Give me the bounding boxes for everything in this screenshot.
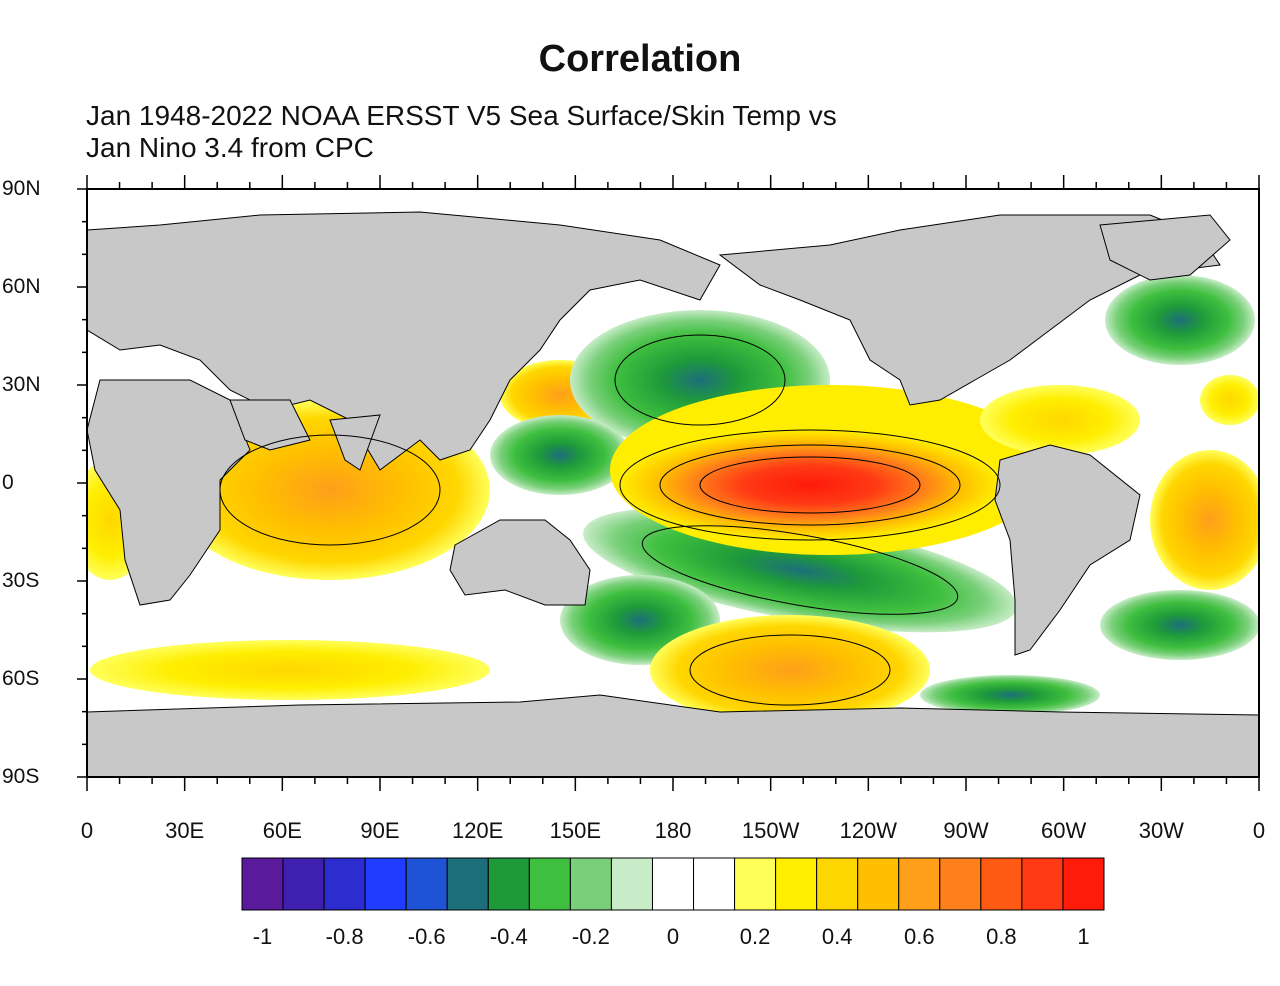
lon-label: 30W [1138,818,1184,843]
lon-label: 90W [943,818,989,843]
nino-core-positive [620,430,1000,540]
south-atlantic-positive [1150,450,1259,590]
colorbar-swatch [487,857,530,911]
colorbar-swatch [857,857,900,911]
colorbar-swatch [816,857,859,911]
colorbar-swatch [651,857,695,911]
colorbar-swatch [569,857,612,911]
colorbar-swatch [241,857,284,911]
colorbar-swatch [528,857,571,911]
colorbar-swatch [939,857,982,911]
colorbar-label: 0 [666,924,680,949]
lat-label: 60S [2,667,40,690]
north-atlantic-negative [1105,275,1255,365]
north-america [718,214,1221,406]
greenland [1099,214,1231,281]
colorbar-label: 0.6 [903,924,935,949]
australia [449,519,591,606]
lat-label: 30N [2,373,41,396]
colorbar-swatch [734,857,777,911]
colorbar-swatch [610,857,653,911]
lat-label: 0 [2,471,14,494]
colorbar-label: 0.4 [821,924,853,949]
lat-label: 60N [2,275,41,298]
lon-label: 180 [654,818,692,843]
colorbar-swatch [405,857,448,911]
arabia [229,399,311,451]
chart-subtitle: Jan 1948-2022 NOAA ERSST V5 Sea Surface/… [86,100,837,164]
southern-ocean-negative [920,675,1100,715]
lat-label: 30S [2,569,40,592]
chart-title: Correlation [538,38,742,80]
lat-label: 90N [2,177,41,200]
south-america [994,444,1141,656]
lon-label: 120E [451,818,504,843]
lon-label: 0 [80,818,94,843]
lon-label: 120W [839,818,898,843]
colorbar-swatch [282,857,325,911]
subtitle-line-2: Jan Nino 3.4 from CPC [86,132,374,163]
colorbar-label: 1 [1077,924,1090,949]
colorbar-swatch [775,857,818,911]
colorbar-swatch [446,857,489,911]
colorbar-swatch [364,857,407,911]
colorbar-swatch [1021,857,1064,911]
india [329,414,381,471]
east-atlantic-positive [1200,375,1259,425]
contour-lines [219,334,1001,706]
land-masses [87,211,1259,777]
colorbar-label: 0.2 [739,924,771,949]
colorbar-swatch [980,857,1023,911]
colorbar [241,857,1105,911]
south-indian-positive [90,640,490,700]
lon-label: 150W [741,818,800,843]
subtitle-line-1: Jan 1948-2022 NOAA ERSST V5 Sea Surface/… [86,100,837,131]
south-pacific-negative [583,507,1017,633]
eurasia [87,211,721,471]
lon-label: 90E [360,818,400,843]
west-pacific-negative [490,415,630,495]
colorbar-label: -0.8 [325,924,364,949]
lon-label: 60W [1041,818,1087,843]
south-atlantic-negative [1100,590,1259,660]
colorbar-swatch [1062,857,1105,911]
colorbar-label: -0.4 [489,924,528,949]
south-pacific-positive [650,615,930,725]
axis-ticks [77,175,1260,791]
colorbar-label: 0.8 [986,924,1017,949]
map-field [87,189,1259,777]
lon-label: 150E [549,818,602,843]
lon-label: 60E [262,818,302,843]
colorbar-swatch [323,857,366,911]
north-atlantic-positive [980,385,1140,455]
colorbar-swatch [693,857,736,911]
lon-label: 0 [1252,818,1266,843]
colorbar-label: -1 [252,924,273,949]
antarctica [87,694,1259,777]
lon-label: 30E [165,818,205,843]
lat-label: 90S [2,765,40,788]
colorbar-swatch [898,857,941,911]
colorbar-label: -0.2 [571,924,610,949]
colorbar-label: -0.6 [407,924,446,949]
